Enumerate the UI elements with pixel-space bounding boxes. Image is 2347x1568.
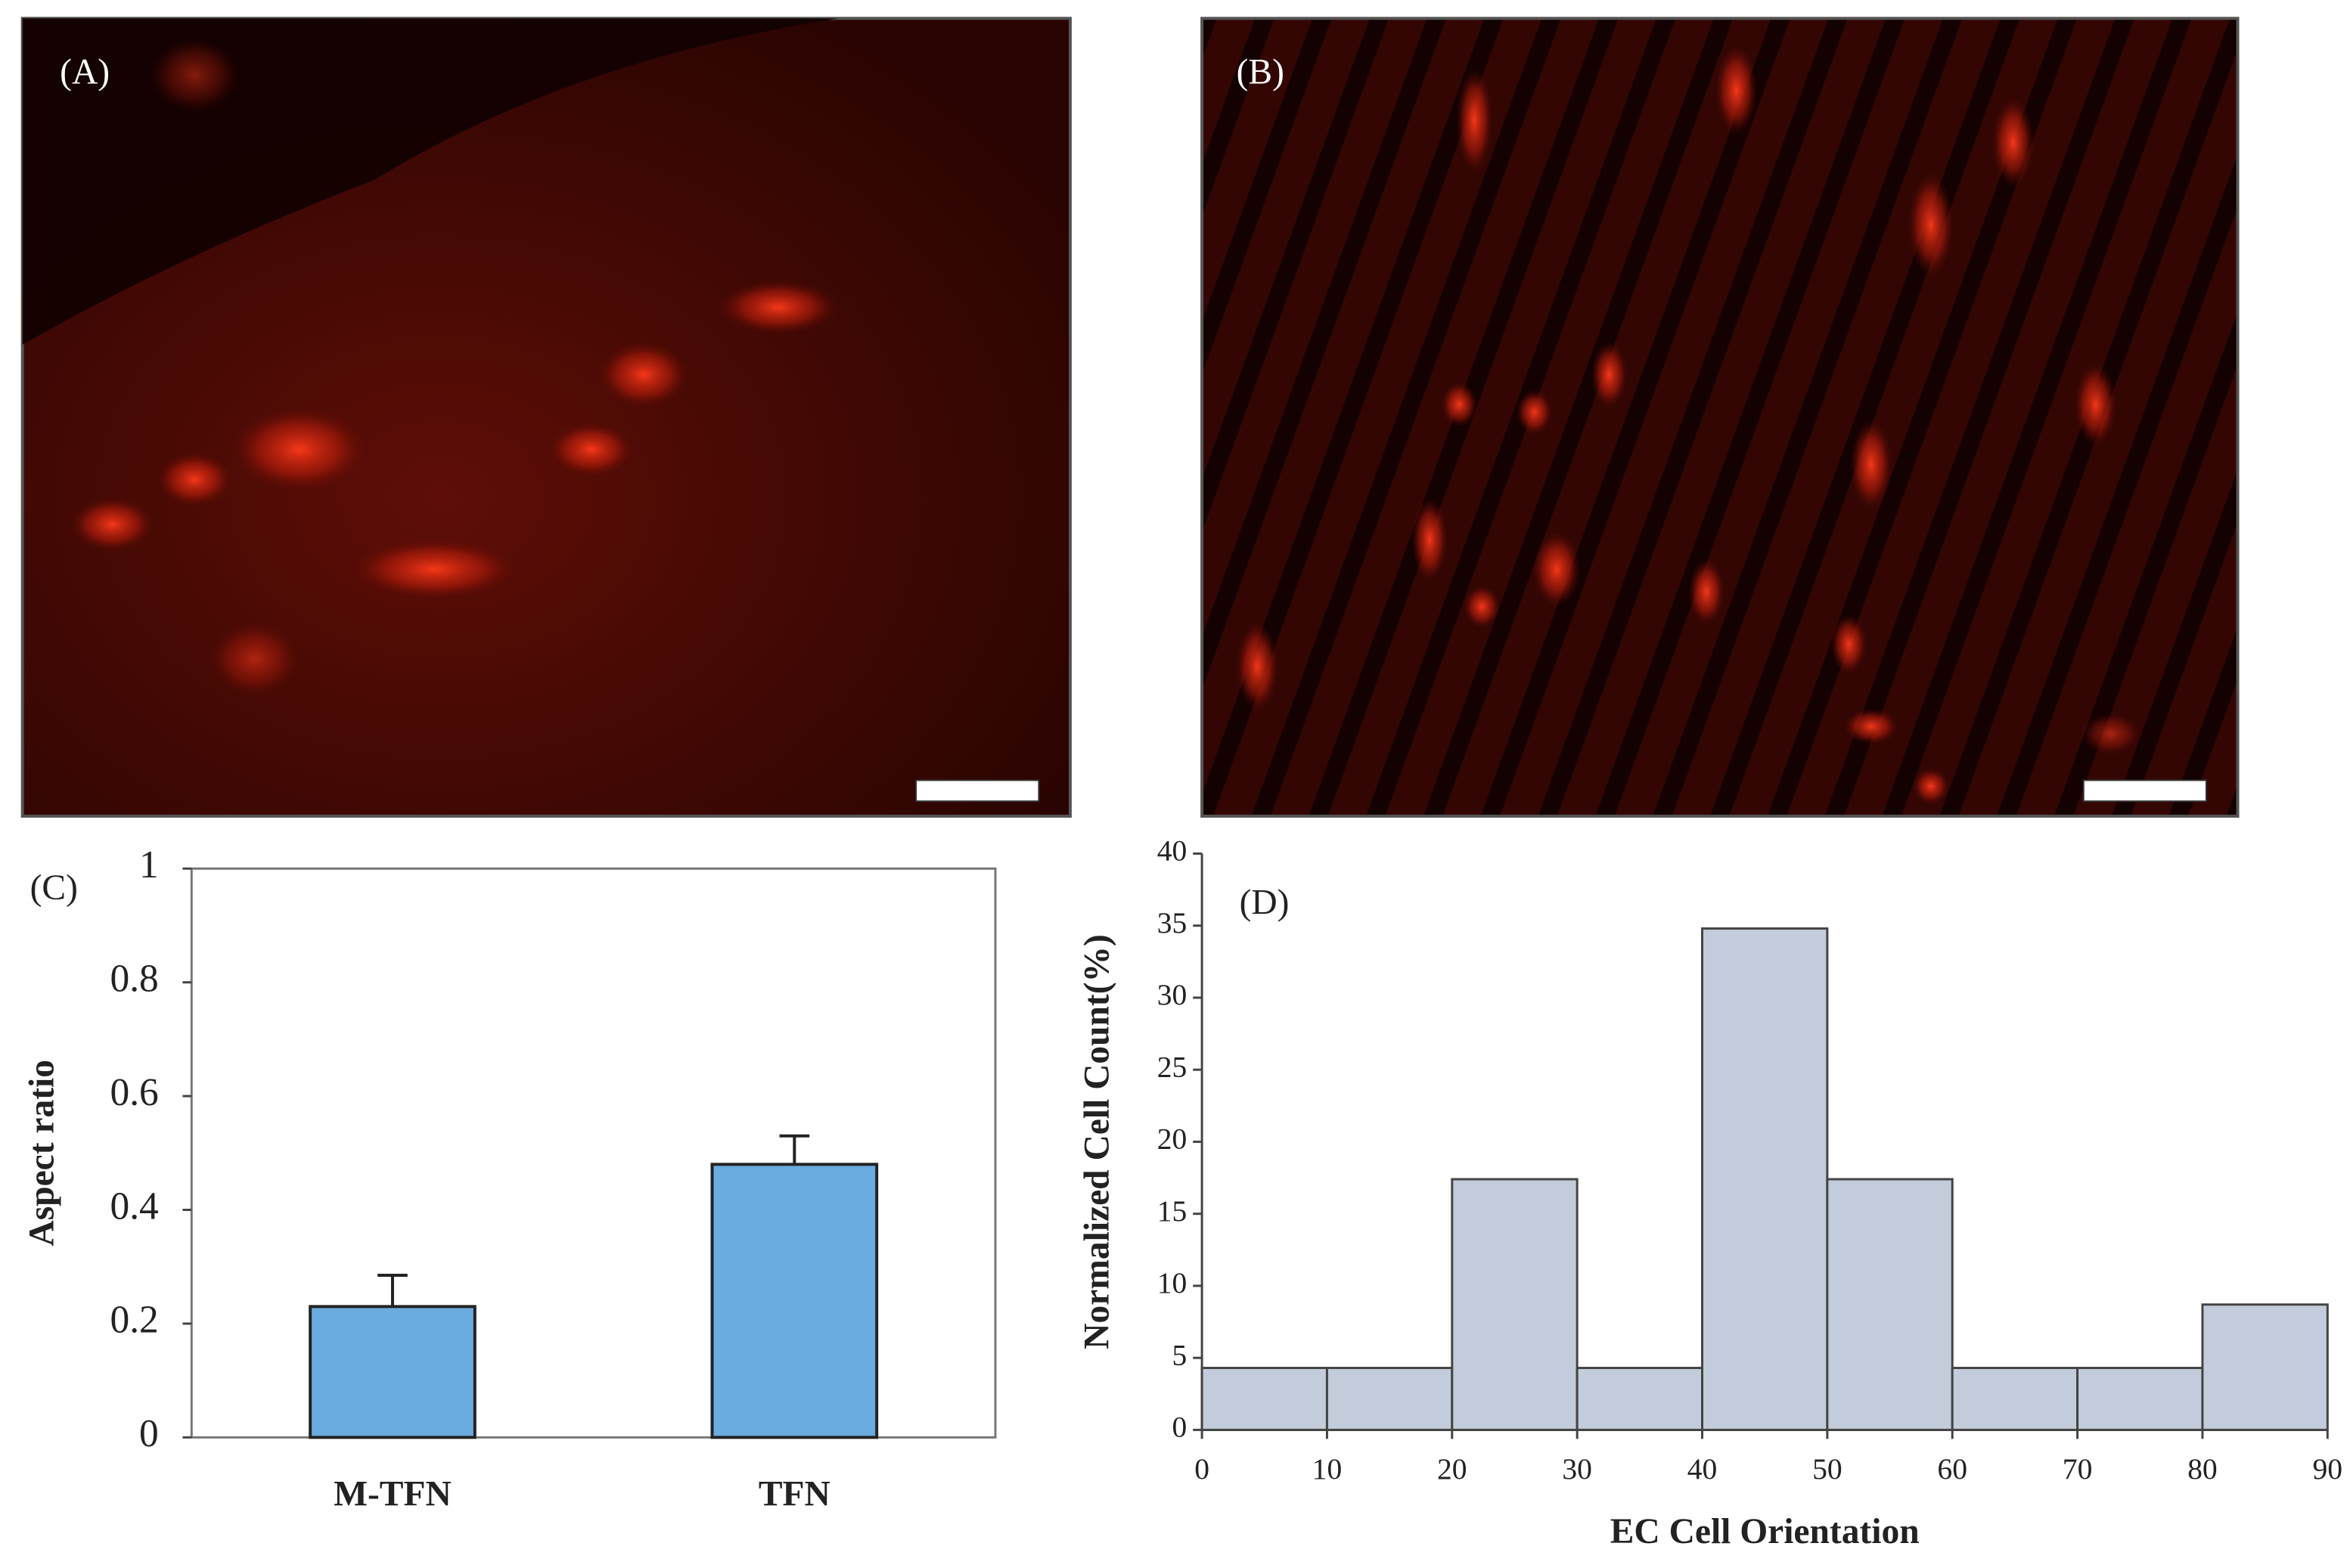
y-tick-label: 0.2 bbox=[110, 1299, 158, 1342]
x-tick-label: TFN bbox=[759, 1474, 830, 1514]
y-tick-label: 0 bbox=[1172, 1410, 1187, 1443]
x-tick-label: 80 bbox=[2187, 1452, 2218, 1486]
y-axis-label: Aspect ratio bbox=[22, 1060, 61, 1247]
panel-label: (C) bbox=[30, 868, 78, 908]
micrograph-b: (B) bbox=[1200, 17, 2240, 818]
y-tick-label: 0 bbox=[139, 1412, 159, 1455]
histogram-bar bbox=[1325, 1367, 1454, 1431]
panel-label: (D) bbox=[1240, 883, 1290, 923]
x-tick-label: 20 bbox=[1437, 1452, 1467, 1486]
x-tick-label: 30 bbox=[1562, 1452, 1592, 1486]
y-tick-label: 10 bbox=[1157, 1266, 1187, 1299]
histogram-bar bbox=[1951, 1367, 2079, 1431]
x-tick-label: 90 bbox=[2312, 1452, 2342, 1486]
y-tick-label: 15 bbox=[1157, 1194, 1187, 1228]
histogram-bar bbox=[1200, 1367, 1328, 1431]
y-tick-label: 0.4 bbox=[110, 1185, 158, 1228]
y-tick-label: 5 bbox=[1172, 1338, 1187, 1371]
histogram-bar bbox=[2201, 1303, 2329, 1431]
x-tick-label: 70 bbox=[2063, 1452, 2093, 1486]
histogram-bar bbox=[1576, 1367, 1703, 1431]
micrograph-a: (A) bbox=[20, 17, 1072, 818]
y-axis-label: Normalized Cell Count(%) bbox=[1077, 934, 1116, 1349]
histogram-bar bbox=[1701, 927, 1829, 1431]
histogram-bar bbox=[1451, 1178, 1579, 1431]
x-axis-label: EC Cell Orientation bbox=[1610, 1512, 1920, 1551]
panel-label: (B) bbox=[1237, 52, 1284, 92]
bar bbox=[710, 1163, 879, 1439]
y-tick-label: 25 bbox=[1157, 1050, 1187, 1083]
y-tick-label: 40 bbox=[1157, 834, 1187, 868]
plot-frame bbox=[190, 867, 997, 1439]
x-tick-label: 10 bbox=[1312, 1452, 1343, 1486]
histogram-bar bbox=[2076, 1367, 2204, 1431]
y-tick-label: 30 bbox=[1157, 978, 1187, 1011]
y-tick-label: 0.8 bbox=[110, 958, 158, 1001]
y-tick-label: 20 bbox=[1157, 1122, 1187, 1156]
x-tick-label: 60 bbox=[1937, 1452, 1967, 1486]
x-tick-label: 50 bbox=[1812, 1452, 1843, 1486]
histogram-bar bbox=[1826, 1178, 1954, 1431]
bar bbox=[309, 1305, 477, 1439]
y-tick-label: 1 bbox=[139, 843, 159, 886]
panel-label: (A) bbox=[60, 52, 110, 92]
y-tick-label: 0.6 bbox=[110, 1071, 158, 1114]
x-tick-label: M-TFN bbox=[334, 1474, 452, 1514]
x-tick-label: 40 bbox=[1687, 1452, 1718, 1486]
y-tick-label: 35 bbox=[1157, 906, 1187, 939]
x-tick-label: 0 bbox=[1194, 1452, 1209, 1486]
